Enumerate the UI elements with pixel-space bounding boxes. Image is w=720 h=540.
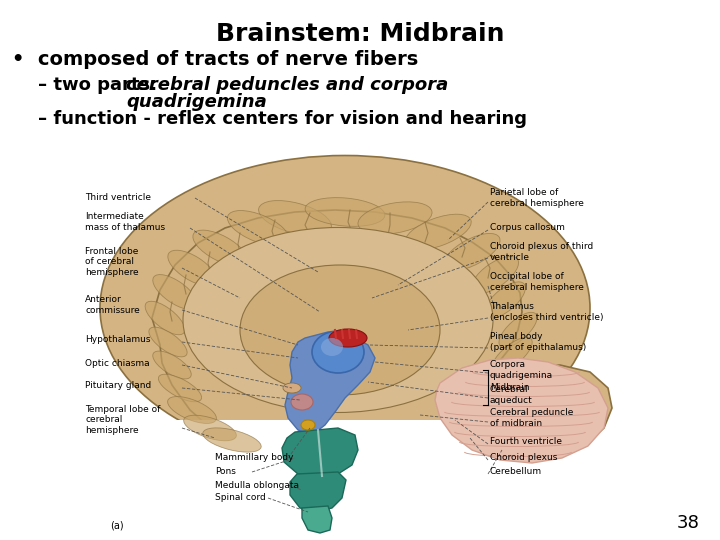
Text: Corpora
quadrigemina: Corpora quadrigemina: [490, 360, 553, 380]
Polygon shape: [285, 332, 375, 435]
Polygon shape: [152, 210, 612, 530]
Text: Pituitary gland: Pituitary gland: [85, 381, 151, 389]
Text: Cerebellum: Cerebellum: [490, 468, 542, 476]
Ellipse shape: [358, 202, 432, 234]
Text: Cerebral peduncle
of midbrain: Cerebral peduncle of midbrain: [490, 408, 573, 428]
Ellipse shape: [153, 274, 197, 309]
Ellipse shape: [291, 394, 313, 410]
Text: Frontal lobe
of cerebral
hemisphere: Frontal lobe of cerebral hemisphere: [85, 247, 139, 277]
Polygon shape: [282, 428, 358, 477]
Text: Corpus callosum: Corpus callosum: [490, 224, 565, 233]
Ellipse shape: [145, 301, 185, 335]
Text: Choroid plexus of third
ventricle: Choroid plexus of third ventricle: [490, 242, 593, 262]
Text: Fourth ventricle: Fourth ventricle: [490, 437, 562, 447]
Ellipse shape: [153, 351, 192, 379]
Text: – function - reflex centers for vision and hearing: – function - reflex centers for vision a…: [38, 110, 527, 128]
Text: Thalamus
(encloses third ventricle): Thalamus (encloses third ventricle): [490, 302, 603, 322]
Ellipse shape: [301, 420, 315, 430]
Text: (a): (a): [110, 520, 124, 530]
Polygon shape: [302, 506, 332, 533]
Text: – two parts:: – two parts:: [38, 76, 163, 94]
Text: Intermediate
mass of thalamus: Intermediate mass of thalamus: [85, 212, 165, 232]
Ellipse shape: [203, 428, 261, 452]
Text: Pineal body
(part of epithalamus): Pineal body (part of epithalamus): [490, 332, 586, 352]
Ellipse shape: [100, 156, 590, 461]
Polygon shape: [435, 358, 608, 463]
Ellipse shape: [329, 329, 367, 347]
Ellipse shape: [312, 331, 364, 373]
Ellipse shape: [305, 198, 385, 226]
Ellipse shape: [149, 327, 187, 357]
Ellipse shape: [499, 312, 537, 348]
Text: Pons: Pons: [215, 468, 236, 476]
Text: Mammillary body: Mammillary body: [215, 454, 294, 462]
Text: Medulla oblongata: Medulla oblongata: [215, 481, 299, 489]
Ellipse shape: [405, 214, 471, 250]
Text: Midbrain: Midbrain: [490, 383, 529, 392]
Ellipse shape: [444, 233, 500, 271]
Ellipse shape: [168, 396, 217, 423]
Polygon shape: [290, 472, 346, 512]
Text: Spinal cord: Spinal cord: [215, 494, 266, 503]
Text: •  composed of tracts of nerve fibers: • composed of tracts of nerve fibers: [12, 50, 418, 69]
Ellipse shape: [258, 200, 331, 235]
Text: Hypothalamus: Hypothalamus: [85, 335, 150, 345]
Text: Parietal lobe of
cerebral hemisphere: Parietal lobe of cerebral hemisphere: [490, 188, 584, 208]
Text: Cerebral
aqueduct: Cerebral aqueduct: [490, 386, 533, 404]
Ellipse shape: [183, 227, 493, 413]
Ellipse shape: [228, 211, 289, 246]
Text: cerebral peduncles and corpora: cerebral peduncles and corpora: [126, 76, 449, 94]
Text: Choroid plexus: Choroid plexus: [490, 454, 557, 462]
Ellipse shape: [485, 282, 526, 318]
Ellipse shape: [321, 338, 343, 356]
Ellipse shape: [240, 265, 440, 395]
Text: Brainstem: Midbrain: Brainstem: Midbrain: [216, 22, 504, 46]
Bar: [105, 420, 595, 540]
Text: Optic chiasma: Optic chiasma: [85, 359, 150, 368]
Text: quadrigemina: quadrigemina: [126, 93, 266, 111]
Ellipse shape: [158, 374, 202, 402]
Text: Temporal lobe of
cerebral
hemisphere: Temporal lobe of cerebral hemisphere: [85, 405, 161, 435]
Ellipse shape: [168, 250, 216, 286]
Ellipse shape: [492, 337, 532, 373]
Ellipse shape: [283, 383, 301, 393]
Ellipse shape: [472, 256, 518, 294]
Text: Anterior
commissure: Anterior commissure: [85, 295, 140, 315]
Ellipse shape: [193, 230, 247, 266]
Ellipse shape: [184, 415, 236, 441]
Text: Third ventricle: Third ventricle: [85, 193, 151, 202]
Text: Occipital lobe of
cerebral hemisphere: Occipital lobe of cerebral hemisphere: [490, 272, 584, 292]
Text: 38: 38: [677, 514, 700, 532]
